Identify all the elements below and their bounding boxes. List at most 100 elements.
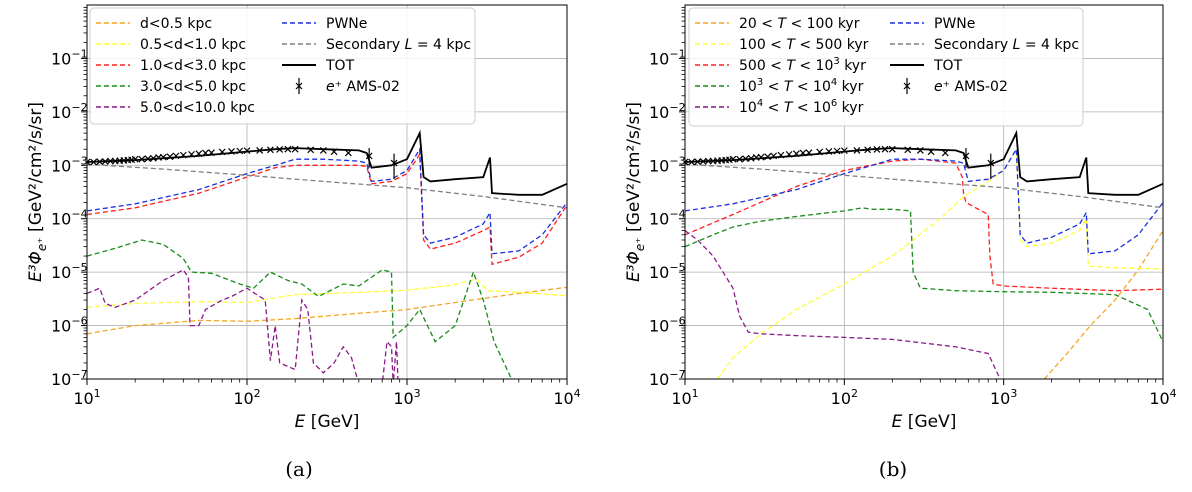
x-tick-label: 103 — [990, 387, 1017, 408]
legend-item-e-ams-02: e⁺ AMS-02 — [295, 78, 400, 95]
data-point — [195, 150, 203, 158]
data-point — [208, 149, 215, 157]
series-tot — [87, 129, 567, 196]
series-secondary-l-4-kpc — [685, 163, 1163, 209]
data-point — [685, 158, 689, 166]
series-3-0-d-5-0-kpc — [87, 239, 513, 379]
x-tick-label: 103 — [393, 387, 420, 408]
data-point — [916, 146, 924, 154]
caption-a: (a) — [285, 457, 313, 481]
y-tick-label: 10−4 — [649, 208, 686, 229]
data-point — [202, 149, 209, 157]
legend-label: 1.0<d<3.0 kpc — [140, 58, 246, 74]
data-point — [87, 158, 91, 166]
data-point — [96, 158, 104, 166]
legend-marker — [295, 78, 303, 94]
data-point — [757, 153, 765, 161]
legend-item-tot: TOT — [890, 58, 963, 74]
data-point — [816, 148, 824, 156]
legend-item-pwne: PWNe — [890, 16, 975, 32]
series-d-0-5-kpc — [87, 286, 567, 335]
legend-label: PWNe — [326, 16, 367, 32]
x-tick-label: 101 — [73, 387, 100, 408]
panel-a: 101 102 103 104 10−7 10−6 10−5 10−4 10−3 10−2 10−1… — [26, 4, 581, 432]
data-point — [764, 153, 772, 161]
data-point — [266, 146, 274, 154]
data-point — [319, 146, 327, 154]
data-point — [276, 146, 284, 153]
legend: 20 < T < 100 kyr 100 < T < 500 kyr 500 < T… — [688, 7, 1084, 127]
data-point — [888, 145, 896, 153]
data-point — [228, 147, 235, 155]
minor-ticks — [681, 7, 1157, 383]
series-500-t-10-kyr — [685, 158, 1163, 292]
y-axis-label: E³Φe⁺ [GeV²/cm²/s/sr] — [624, 102, 647, 282]
y-tick-label: 10−4 — [51, 208, 88, 229]
data-point — [777, 151, 785, 159]
series-e-ams-02 — [87, 145, 398, 180]
series-tot — [685, 129, 1163, 196]
y-tick-label: 10−2 — [649, 101, 686, 122]
legend-item-1-0-d-3-0-kpc: 1.0<d<3.0 kpc — [96, 58, 246, 74]
x-tick-label: 104 — [553, 387, 580, 408]
y-tick-label: 10−3 — [51, 154, 88, 175]
legend-label: d<0.5 kpc — [140, 16, 212, 32]
data-point — [941, 149, 949, 157]
legend: d<0.5 kpc 0.5<d<1.0 kpc 1.0<d<3.0 kpc 3.0<d… — [89, 7, 476, 125]
data-point — [330, 148, 338, 156]
data-point — [218, 148, 226, 156]
data-point — [166, 153, 174, 161]
legend-item-500-t-10-kyr: 500 < T < 103 kyr — [695, 56, 866, 74]
series-pwne — [685, 146, 1163, 255]
data-point — [344, 149, 352, 157]
data-series — [87, 129, 567, 379]
series-0-5-d-1-0-kpc — [87, 278, 567, 308]
legend-label: 500 < T < 103 kyr — [739, 56, 866, 74]
data-point — [770, 152, 778, 160]
legend-item-0-5-d-1-0-kpc: 0.5<d<1.0 kpc — [96, 37, 246, 53]
data-point — [172, 152, 180, 160]
legend-label: PWNe — [934, 16, 975, 32]
y-tick-label: 10−1 — [51, 47, 88, 68]
x-tick-label: 102 — [831, 387, 858, 408]
data-point — [864, 146, 872, 154]
legend-item-100-t-500-kyr: 100 < T < 500 kyr — [695, 37, 869, 53]
plot-frame — [684, 4, 1164, 380]
series-secondary-l-4-kpc — [87, 163, 567, 209]
data-point — [694, 158, 702, 166]
data-point — [742, 155, 750, 163]
legend-item-e-ams-02: e⁺ AMS-02 — [903, 78, 1008, 95]
legend-label: 20 < T < 100 kyr — [739, 16, 860, 32]
data-point — [792, 150, 800, 158]
data-point — [805, 149, 813, 157]
data-point — [256, 146, 264, 154]
x-axis-label: E [GeV] — [892, 412, 957, 432]
legend-label: 104 < T < 106 kyr — [739, 98, 864, 116]
y-tick-label: 10−3 — [649, 154, 686, 175]
series-100-t-500-kyr — [716, 146, 1163, 379]
panel-b: 101 102 103 104 10−7 10−6 10−5 10−4 10−3 10−2 10−1… — [624, 4, 1177, 432]
y-tick-label: 10−7 — [51, 368, 88, 389]
x-tick-label: 104 — [1149, 387, 1176, 408]
series-1-0-d-3-0-kpc — [87, 152, 567, 266]
legend-label: e⁺ AMS-02 — [326, 79, 400, 95]
data-point — [138, 155, 146, 163]
data-point — [188, 150, 195, 158]
data-point — [284, 145, 292, 153]
data-point — [840, 147, 848, 155]
series-e-ams-02 — [685, 145, 995, 180]
data-point — [291, 145, 299, 153]
data-point — [243, 147, 251, 155]
data-point — [825, 147, 833, 155]
data-point — [881, 145, 889, 153]
data-point — [729, 155, 737, 163]
x-axis-label: E [GeV] — [295, 412, 360, 432]
y-tick-label: 10−7 — [649, 368, 686, 389]
data-point — [236, 147, 244, 155]
data-point — [799, 149, 807, 157]
y-tick-label: 10−5 — [51, 261, 88, 282]
data-point — [853, 146, 861, 154]
y-tick-label: 10−6 — [649, 315, 686, 336]
data-point — [179, 151, 187, 159]
